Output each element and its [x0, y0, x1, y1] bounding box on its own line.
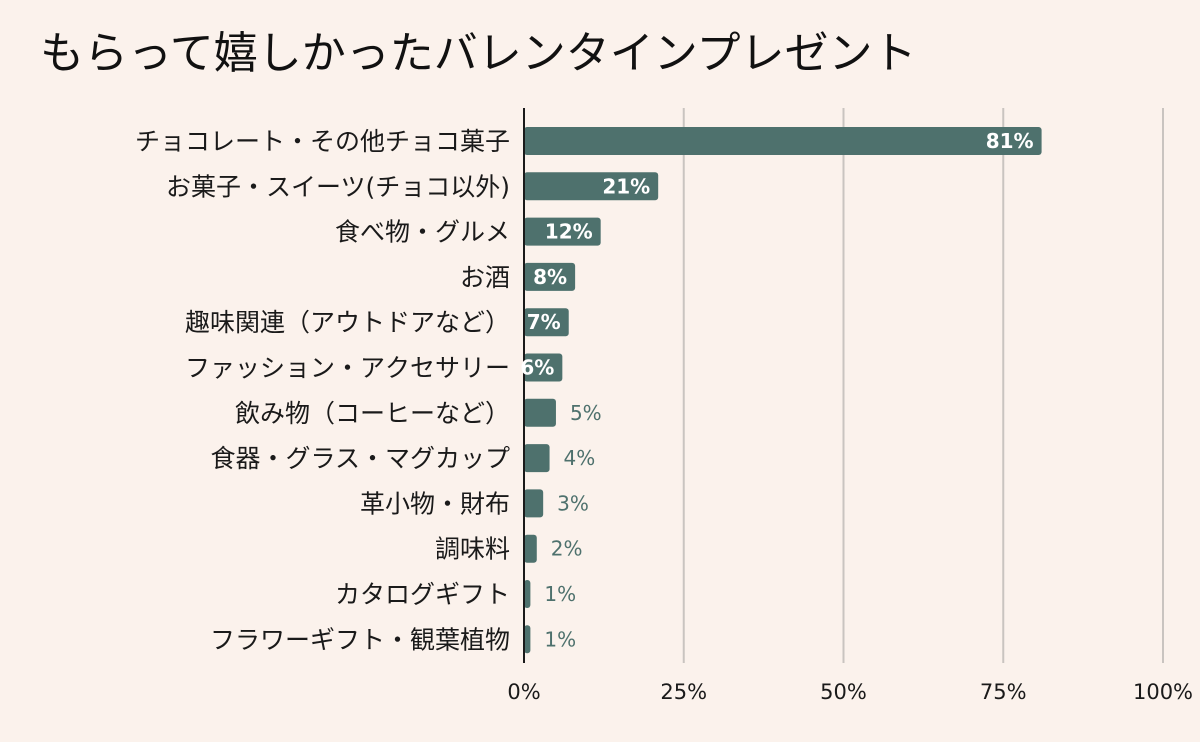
category-label: フラワーギフト・観葉植物 [210, 625, 510, 654]
x-tick-label: 0% [507, 680, 540, 704]
category-label: お菓子・スイーツ(チョコ以外) [166, 172, 510, 201]
bar [524, 262, 576, 291]
labels: 0% 25% 50% 75% 100% チョコレート・その他チョコ菓子 81% お菓子・スイー… [135, 127, 1193, 704]
data-label: 1% [544, 582, 576, 606]
data-label: 12% [545, 220, 593, 244]
category-label: 調味料 [435, 535, 510, 564]
category-label: チョコレート・その他チョコ菓子 [135, 127, 510, 156]
data-label: 7% [527, 310, 561, 334]
category-label: お酒 [460, 263, 510, 292]
bar [524, 444, 550, 473]
grid-lines [682, 108, 1164, 663]
category-label: 食べ物・グルメ [335, 218, 510, 247]
bar [524, 127, 1042, 155]
bar [524, 172, 659, 201]
data-label: 21% [602, 174, 650, 198]
category-label: 革小物・財布 [360, 489, 510, 518]
x-tick-label: 75% [980, 680, 1027, 704]
data-label: 8% [533, 265, 567, 289]
x-tick-label: 100% [1133, 680, 1193, 704]
chart-title: もらって嬉しかったバレンタインプレゼント [40, 28, 917, 79]
bar [524, 534, 537, 563]
bar [524, 398, 556, 427]
category-label: 飲み物（コーヒーなど） [235, 399, 510, 428]
data-label: 1% [544, 627, 576, 651]
x-tick-label: 50% [820, 680, 867, 704]
bar [524, 217, 601, 246]
bar [524, 308, 569, 337]
bar [524, 580, 531, 608]
data-label: 81% [986, 129, 1034, 153]
data-label: 5% [570, 401, 602, 425]
category-label: 食器・グラス・マグカップ [210, 444, 510, 473]
category-label: ファッション・アクセサリー [185, 354, 510, 383]
data-label: 2% [551, 537, 583, 561]
data-label: 4% [564, 446, 596, 470]
category-label: カタログギフト [335, 580, 510, 609]
bar [524, 625, 531, 654]
bar [524, 353, 563, 382]
x-tick-label: 25% [660, 680, 707, 704]
bar [524, 489, 544, 518]
bars [524, 127, 1042, 654]
data-label: 3% [557, 491, 589, 515]
category-label: 趣味関連（アウトドアなど） [185, 308, 510, 337]
data-label: 6% [520, 356, 554, 380]
